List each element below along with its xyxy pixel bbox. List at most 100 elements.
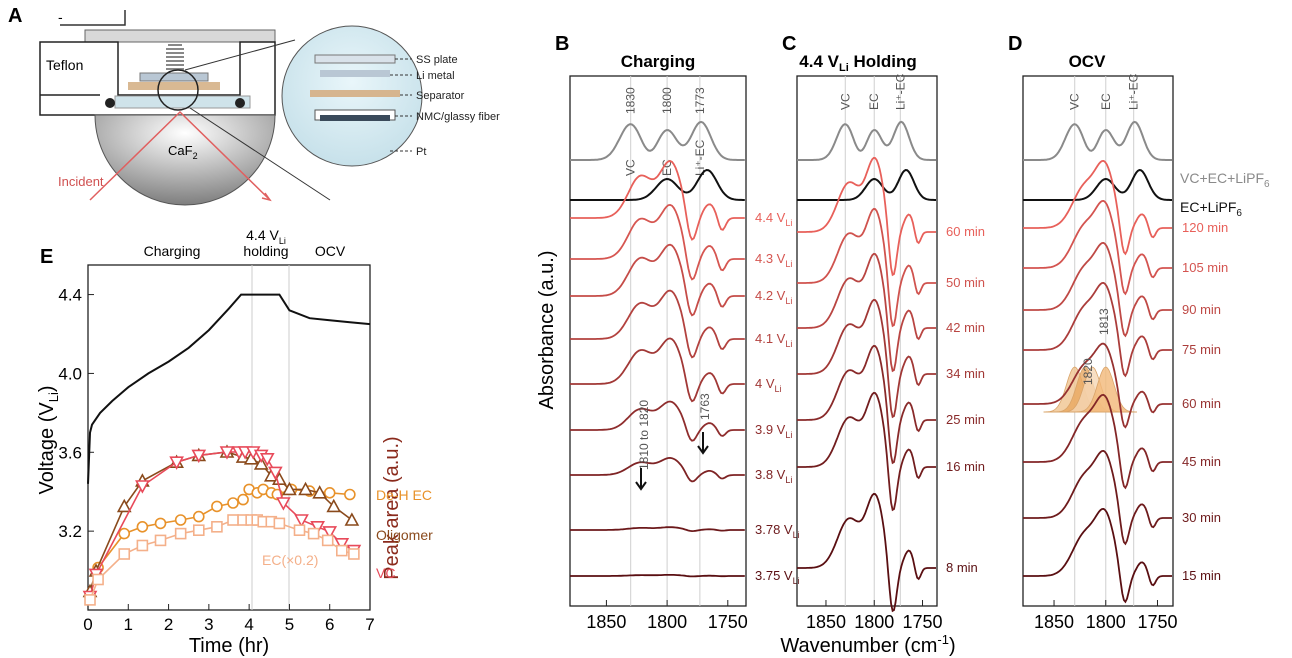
xtick-label: 1750 [708, 612, 748, 632]
peak-tag: 1830 [624, 87, 638, 114]
cell-stack [139, 72, 209, 82]
spectrum-label: 105 min [1182, 260, 1228, 275]
panel-c: C 4.4 VLi Holding VC EC Li⁺-EC 60 min 50 mi… [782, 33, 985, 632]
peak-tag: VC [1068, 93, 1082, 110]
ref-spectrum-ec [797, 168, 936, 201]
ir-xlabel: Wavenumber (cm-1) [780, 632, 955, 657]
fit-peak [1043, 366, 1137, 413]
layer-li-metal: Li metal [416, 70, 455, 82]
xtick-label: 6 [325, 615, 334, 634]
spectrum-label: 3.75 VLi [755, 568, 800, 586]
peak-tag: VC [838, 93, 852, 110]
panel-e: E Charging 4.4 VLi holding OCV 3.2 3.6 4.0… [36, 227, 433, 657]
xtick-label: 0 [83, 615, 92, 634]
data-point [192, 510, 205, 523]
panel-d-frame [1022, 75, 1174, 607]
detail-li-metal [320, 70, 390, 77]
spectrum-label: 3.9 VLi [755, 422, 792, 440]
region-holding-voltage: 4.4 VLi [246, 227, 286, 246]
data-point [169, 456, 184, 470]
layer-nmc: NMC/glassy fiber [416, 111, 500, 123]
incident-label: Incident [58, 174, 104, 189]
panel-b-frame [569, 75, 747, 607]
spectrum-line [1023, 159, 1172, 256]
data-point [276, 497, 291, 511]
spectrum-label: 4 VLi [755, 376, 782, 394]
xtick-label: 1800 [854, 612, 894, 632]
ref-spectrum-ec [1023, 168, 1172, 201]
spectrum-line [570, 203, 745, 281]
peak-tag: VC [624, 159, 638, 176]
spectrum-label: 4.1 VLi [755, 331, 792, 349]
spectrum-label: 50 min [946, 275, 985, 290]
panel-c-reference-lines [844, 76, 901, 606]
panel-e-letter: E [40, 246, 53, 268]
detail-ss-plate [314, 54, 396, 64]
spectrum-label: 60 min [1182, 396, 1221, 411]
peak-tag: Li⁺-EC [693, 139, 707, 176]
spectrum-label: 90 min [1182, 302, 1221, 317]
ytick-label: 3.2 [58, 522, 82, 541]
panel-b-title: Charging [621, 52, 696, 71]
spectrum-line [1023, 281, 1172, 378]
data-point [310, 521, 325, 535]
minus-sign: - [58, 9, 63, 25]
xtick-label: 1850 [806, 612, 846, 632]
xtick-label: 1800 [1086, 612, 1126, 632]
ref-spectrum-ec [570, 168, 745, 201]
spectrum-line [797, 391, 936, 512]
panel-c-frame [796, 75, 938, 607]
xtick-label: 1750 [902, 612, 942, 632]
spectrum-label: 4.4 VLi [755, 210, 792, 228]
voltage-line [87, 293, 371, 484]
spectrum-line [797, 207, 936, 328]
xtick-label: 1800 [647, 612, 687, 632]
data-point [211, 520, 223, 533]
zoom-connector-top [184, 39, 296, 71]
panel-d-annotation-1813: 1813 [1097, 308, 1111, 335]
xtick-label: 3 [204, 615, 213, 634]
panel-d-title: OCV [1069, 52, 1107, 71]
panel-d-reference-lines [1074, 76, 1135, 606]
spectrum-line [570, 574, 745, 578]
legend-ec: EC(×0.2) [262, 552, 318, 568]
spectrum-label: 42 min [946, 320, 985, 335]
data-point [227, 514, 239, 526]
panel-d-letter: D [1008, 33, 1022, 55]
panel-d-fit-peaks [1043, 366, 1137, 413]
xtick-label: 5 [285, 615, 294, 634]
legend-ref-vc-ec: VC+EC+LiPF6 [1180, 170, 1270, 190]
data-point [348, 548, 360, 560]
region-charging: Charging [144, 243, 201, 259]
zoom-connector-bottom [189, 107, 331, 201]
panel-d-peak-tags: VC EC Li⁺-EC [1068, 73, 1141, 110]
spectrum-line [1023, 199, 1172, 296]
panel-e-yticks: 3.2 3.6 4.0 4.4 [58, 286, 94, 541]
peak-tag: EC [1099, 93, 1113, 110]
layer-ss-plate: SS plate [416, 54, 458, 66]
separator-layer [128, 82, 220, 90]
spectrum-line [1023, 342, 1172, 429]
spectrum-label: 15 min [1182, 568, 1221, 583]
ir-ylabel: Absorbance (a.u.) [536, 251, 558, 410]
data-point [191, 449, 207, 464]
top-plate [84, 29, 276, 43]
spectrum-label: 8 min [946, 560, 978, 575]
panel-e-xticks: 0 1 2 3 4 5 6 7 [83, 604, 375, 634]
xtick-label: 4 [244, 615, 253, 634]
data-point [335, 544, 348, 557]
caf2-label: CaF2 [168, 143, 198, 161]
panel-c-letter: C [782, 33, 796, 55]
panel-b-spectra [570, 120, 745, 578]
spectrum-line [570, 289, 745, 359]
panel-d-xticks: 1850 1800 1750 [1034, 600, 1178, 632]
legend-de-h-ec: De-H EC [376, 487, 432, 503]
data-point [154, 517, 167, 530]
zoom-circle [157, 69, 199, 111]
spectrum-line [797, 156, 936, 277]
ref-spectrum-vc-ec [1023, 120, 1172, 161]
voltage-axis-label: Voltage (VLi) [36, 385, 61, 494]
ytick-label: 4.4 [58, 286, 82, 305]
data-point [326, 498, 342, 513]
